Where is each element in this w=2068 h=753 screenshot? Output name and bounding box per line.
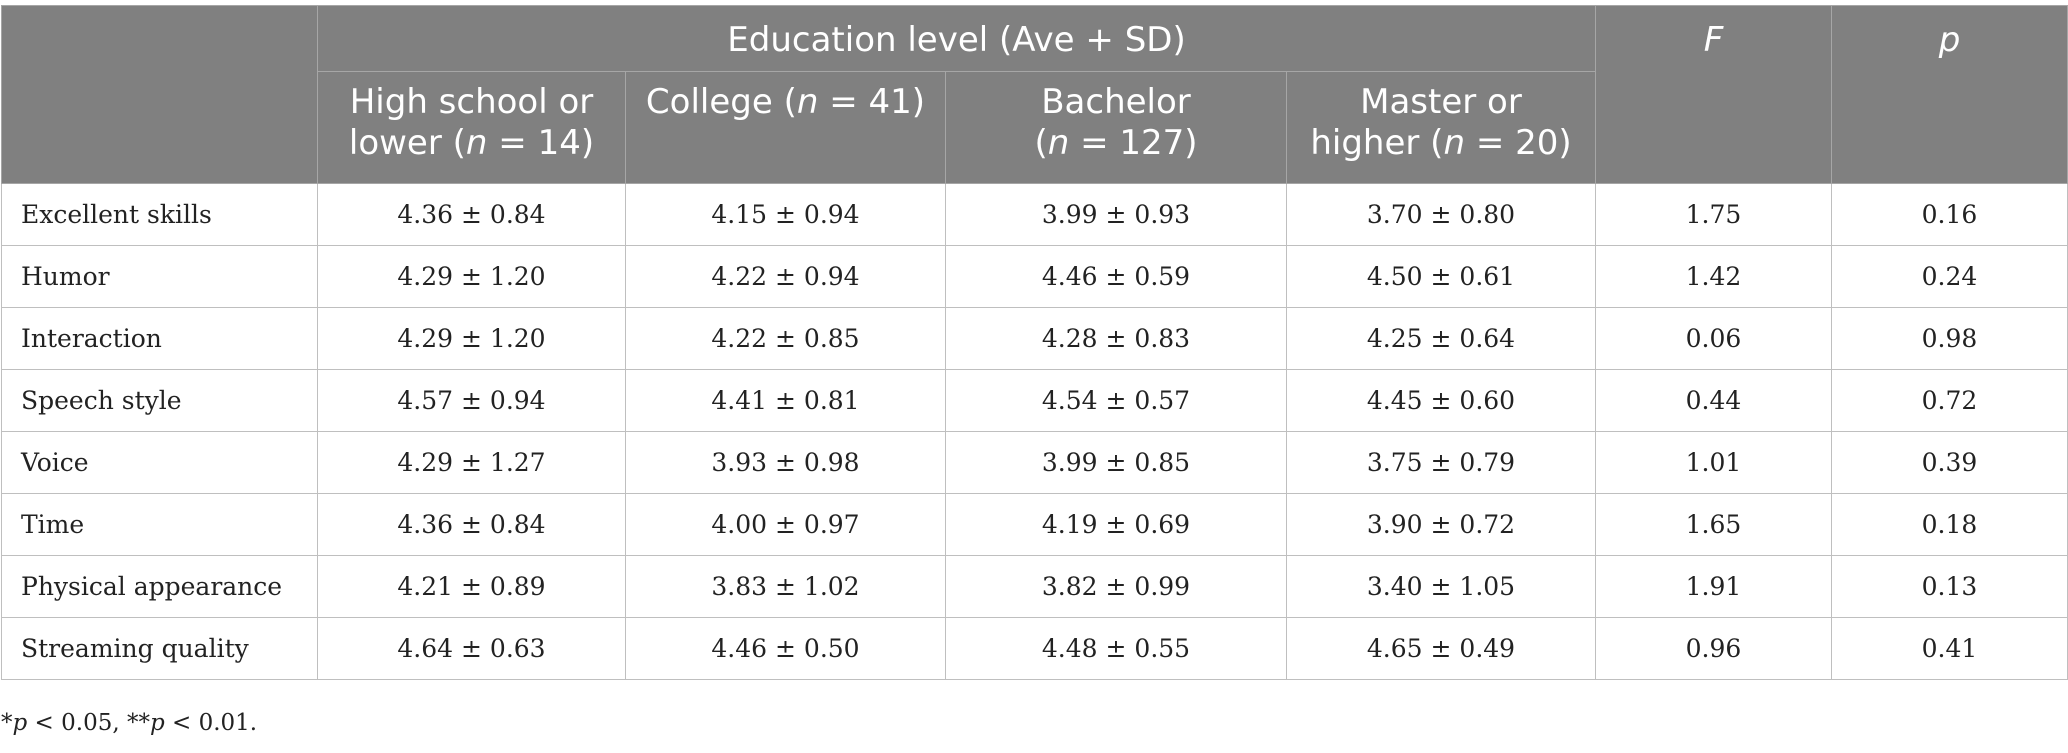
table-row: Interaction 4.29 ± 1.20 4.22 ± 0.85 4.28… <box>1 307 2068 370</box>
p-value: 0.18 <box>1831 493 2068 556</box>
table-footnote: *p < 0.05, **p < 0.01. <box>1 710 258 736</box>
master-value: 4.45 ± 0.60 <box>1286 369 1596 432</box>
education-level-header: Education level (Ave + SD) <box>317 5 1596 72</box>
college-value: 4.22 ± 0.94 <box>625 245 946 308</box>
p-value: 0.24 <box>1831 245 2068 308</box>
master-value: 4.25 ± 0.64 <box>1286 307 1596 370</box>
master-value: 3.75 ± 0.79 <box>1286 431 1596 494</box>
row-label: Excellent skills <box>1 183 318 246</box>
high-school-value: 4.29 ± 1.27 <box>317 431 626 494</box>
row-label: Voice <box>1 431 318 494</box>
master-value: 3.90 ± 0.72 <box>1286 493 1596 556</box>
f-value: 0.06 <box>1595 307 1832 370</box>
bachelor-value: 3.99 ± 0.85 <box>945 431 1287 494</box>
f-value: 1.01 <box>1595 431 1832 494</box>
high-school-value: 4.21 ± 0.89 <box>317 555 626 618</box>
header-blank-cell <box>1 5 318 184</box>
bachelor-value: 4.48 ± 0.55 <box>945 617 1287 680</box>
p-value: 0.13 <box>1831 555 2068 618</box>
p-value-header: p <box>1831 5 2068 184</box>
bachelor-value: 4.54 ± 0.57 <box>945 369 1287 432</box>
p-value: 0.41 <box>1831 617 2068 680</box>
table-row: Humor 4.29 ± 1.20 4.22 ± 0.94 4.46 ± 0.5… <box>1 245 2068 308</box>
master-value: 4.65 ± 0.49 <box>1286 617 1596 680</box>
master-value: 4.50 ± 0.61 <box>1286 245 1596 308</box>
row-label: Humor <box>1 245 318 308</box>
table-row: Excellent skills 4.36 ± 0.84 4.15 ± 0.94… <box>1 183 2068 246</box>
high-school-value: 4.57 ± 0.94 <box>317 369 626 432</box>
row-label: Time <box>1 493 318 556</box>
high-school-value: 4.64 ± 0.63 <box>317 617 626 680</box>
master-column-header: Master or higher (n = 20) <box>1286 71 1596 184</box>
table-header: Education level (Ave + SD) F p High scho… <box>1 5 2068 184</box>
bachelor-value: 3.99 ± 0.93 <box>945 183 1287 246</box>
results-table: Education level (Ave + SD) F p High scho… <box>1 5 2068 680</box>
f-value: 1.42 <box>1595 245 1832 308</box>
college-value: 4.22 ± 0.85 <box>625 307 946 370</box>
row-label: Interaction <box>1 307 318 370</box>
bachelor-value: 4.28 ± 0.83 <box>945 307 1287 370</box>
bachelor-value: 4.46 ± 0.59 <box>945 245 1287 308</box>
high-school-column-header: High school or lower (n = 14) <box>317 71 626 184</box>
f-statistic-header: F <box>1595 5 1832 184</box>
f-value: 0.96 <box>1595 617 1832 680</box>
college-value: 4.41 ± 0.81 <box>625 369 946 432</box>
bachelor-value: 4.19 ± 0.69 <box>945 493 1287 556</box>
master-value: 3.70 ± 0.80 <box>1286 183 1596 246</box>
college-value: 4.15 ± 0.94 <box>625 183 946 246</box>
college-value: 3.93 ± 0.98 <box>625 431 946 494</box>
bachelor-value: 3.82 ± 0.99 <box>945 555 1287 618</box>
high-school-value: 4.36 ± 0.84 <box>317 183 626 246</box>
table-row: Voice 4.29 ± 1.27 3.93 ± 0.98 3.99 ± 0.8… <box>1 431 2068 494</box>
p-value: 0.39 <box>1831 431 2068 494</box>
bachelor-column-header: Bachelor (n = 127) <box>945 71 1287 184</box>
p-value: 0.72 <box>1831 369 2068 432</box>
college-value: 4.00 ± 0.97 <box>625 493 946 556</box>
f-value: 0.44 <box>1595 369 1832 432</box>
row-label: Streaming quality <box>1 617 318 680</box>
row-label: Speech style <box>1 369 318 432</box>
p-value: 0.16 <box>1831 183 2068 246</box>
row-label: Physical appearance <box>1 555 318 618</box>
table-row: Streaming quality 4.64 ± 0.63 4.46 ± 0.5… <box>1 617 2068 680</box>
college-column-header: College (n = 41) <box>625 71 946 184</box>
table-row: Speech style 4.57 ± 0.94 4.41 ± 0.81 4.5… <box>1 369 2068 432</box>
table-row: Time 4.36 ± 0.84 4.00 ± 0.97 4.19 ± 0.69… <box>1 493 2068 556</box>
f-value: 1.75 <box>1595 183 1832 246</box>
master-value: 3.40 ± 1.05 <box>1286 555 1596 618</box>
table-body: Excellent skills 4.36 ± 0.84 4.15 ± 0.94… <box>1 183 2068 680</box>
f-value: 1.65 <box>1595 493 1832 556</box>
high-school-value: 4.36 ± 0.84 <box>317 493 626 556</box>
table-row: Physical appearance 4.21 ± 0.89 3.83 ± 1… <box>1 555 2068 618</box>
college-value: 4.46 ± 0.50 <box>625 617 946 680</box>
f-value: 1.91 <box>1595 555 1832 618</box>
high-school-value: 4.29 ± 1.20 <box>317 245 626 308</box>
college-value: 3.83 ± 1.02 <box>625 555 946 618</box>
p-value: 0.98 <box>1831 307 2068 370</box>
high-school-value: 4.29 ± 1.20 <box>317 307 626 370</box>
